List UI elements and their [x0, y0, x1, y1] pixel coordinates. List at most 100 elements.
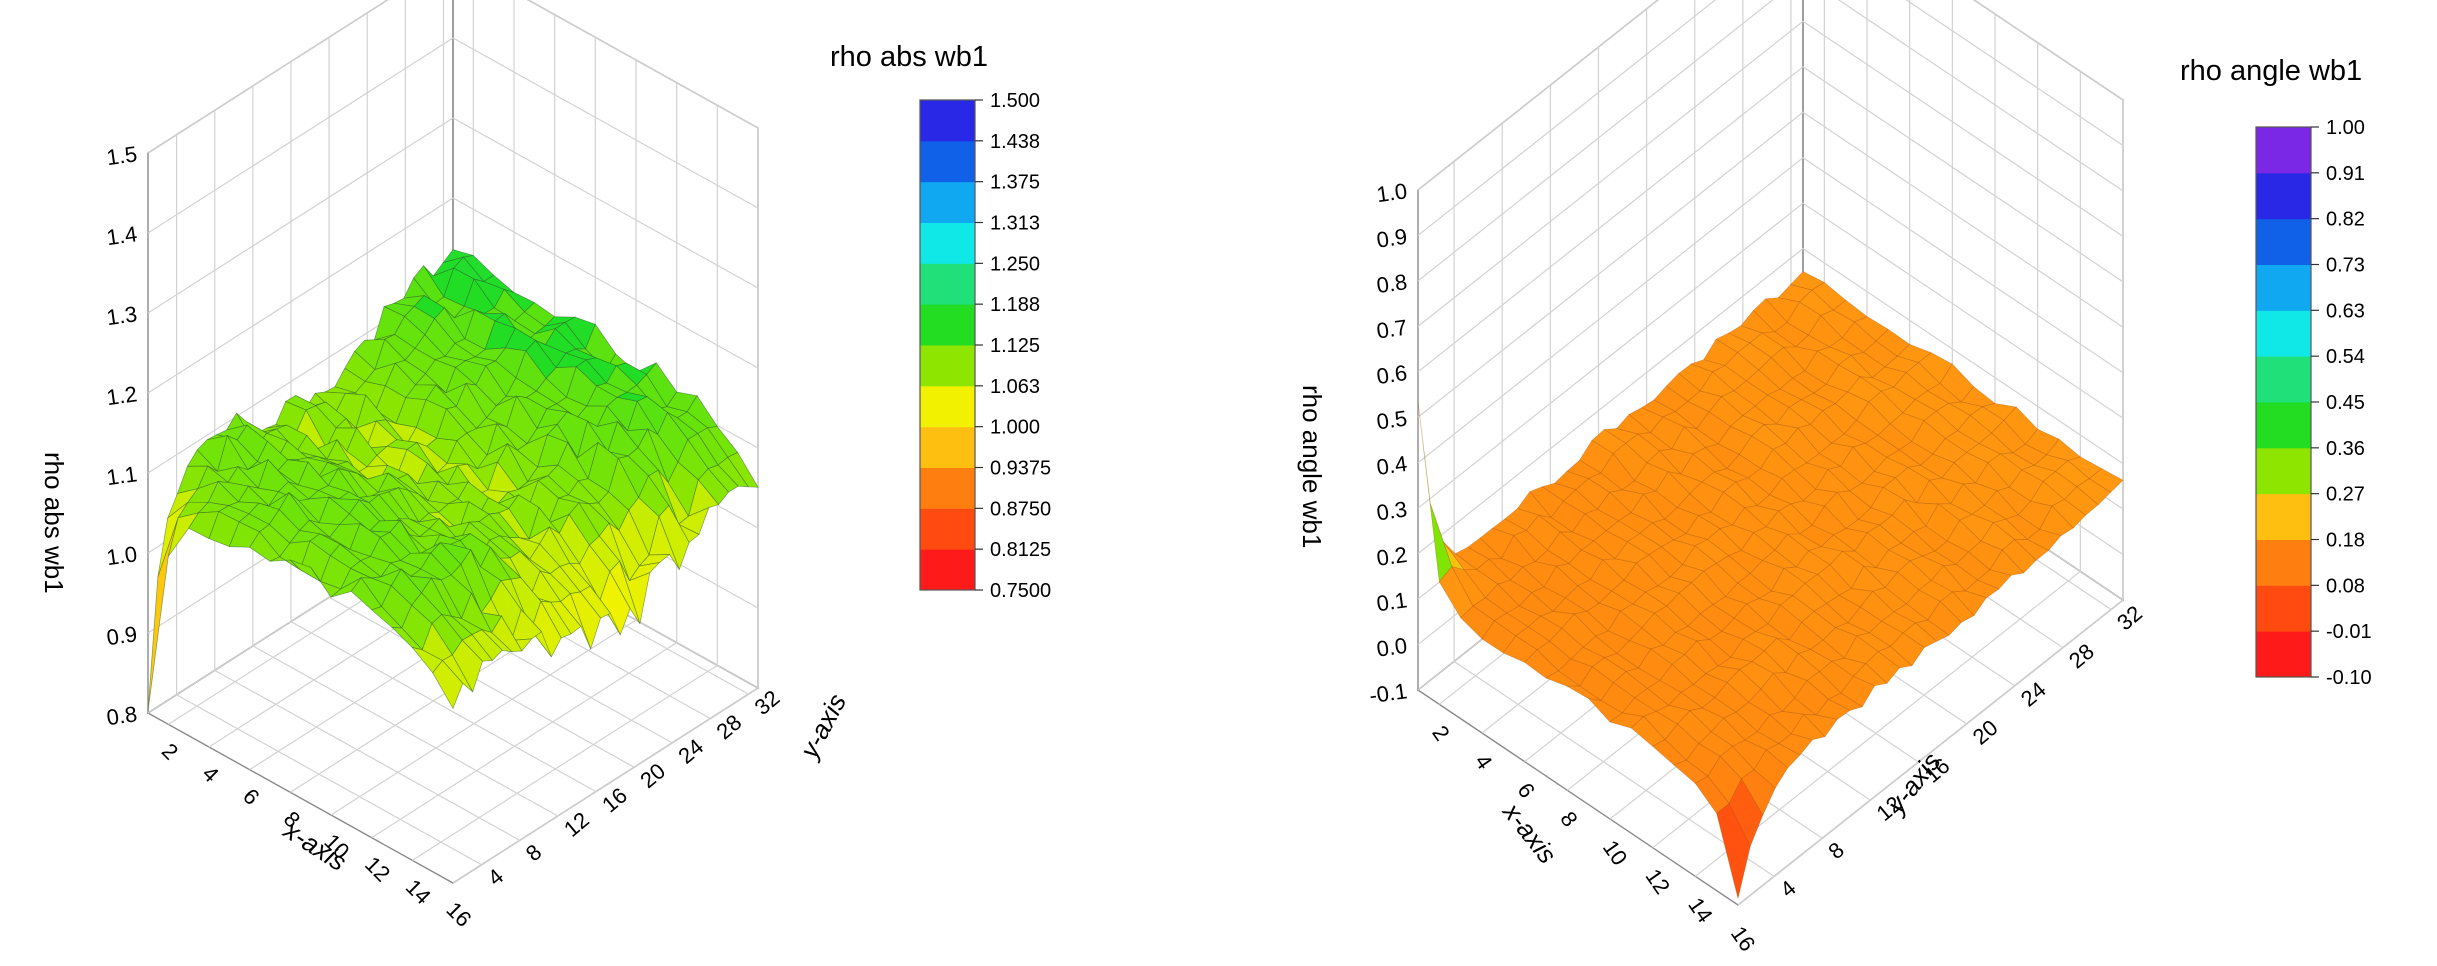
x-tick-label: 10 — [1598, 836, 1633, 870]
x-tick-label: 6 — [1513, 778, 1541, 802]
surface-cell — [1877, 646, 1913, 669]
grid-line-x — [412, 105, 718, 861]
z-tick-label: 1.0 — [105, 541, 139, 570]
colorbar-band — [920, 508, 975, 550]
colorbar-band — [2256, 631, 2311, 678]
chart-rho-abs: 246810121416481216202428320.80.91.01.11.… — [39, 0, 1051, 932]
surface-cell — [2013, 539, 2050, 561]
surface-cell — [1902, 622, 1938, 649]
z-tick-label: 1.5 — [105, 141, 139, 170]
x-tick-label: 8 — [1555, 807, 1583, 831]
surface-mesh — [147, 249, 759, 712]
surface-cell — [1976, 569, 2012, 590]
surface-cell — [1840, 675, 1876, 708]
colorbar-label: 1.250 — [990, 253, 1040, 275]
colorbar-label: 1.313 — [990, 213, 1040, 235]
colorbar-label: 0.08 — [2326, 575, 2365, 597]
surface-cell — [1716, 802, 1751, 899]
colorbar-band — [920, 304, 975, 346]
grid-line-x — [452, 128, 759, 884]
colorbar-band — [2256, 402, 2311, 449]
x-tick-label: 14 — [1683, 893, 1718, 927]
z-tick-label: 1.4 — [105, 221, 139, 250]
y-tick-label: 4 — [483, 864, 508, 891]
colorbar-label: 1.438 — [990, 131, 1040, 153]
grid-line-z — [1417, 156, 2124, 464]
surface-cell — [1728, 778, 1764, 847]
y-tick-label: 20 — [1968, 715, 2003, 750]
x-tick-label: 2 — [1427, 721, 1455, 745]
z-tick-label: 0.7 — [1375, 315, 1409, 344]
colorbar: 0.7500 0.8125 0.8750 0.9375 1.000 1.063 1.125 1… — [919, 90, 1051, 602]
surface-cell — [2026, 529, 2062, 551]
colorbar-band — [920, 222, 975, 264]
grid-line-z — [1417, 247, 2124, 555]
surface-mesh — [1417, 271, 2124, 899]
x-axis-label: x-axis — [1496, 796, 1563, 870]
grid-line-x — [1737, 100, 2124, 906]
z-tick-label: 0.8 — [105, 701, 139, 730]
grid-line-y — [252, 85, 559, 817]
grid-line-z — [1417, 20, 2124, 327]
grid-line-y — [1453, 161, 1775, 877]
surface-cell — [1865, 651, 1900, 684]
colorbar-label: 1.188 — [990, 294, 1040, 316]
grid-line-y — [175, 134, 482, 866]
colorbar-band — [920, 467, 975, 509]
colorbar-label: 0.73 — [2326, 255, 2365, 277]
grid-line-z — [1417, 66, 2124, 373]
colorbar-label: 1.375 — [990, 172, 1040, 194]
z-tick-label: 1.2 — [105, 381, 139, 410]
y-tick-label: 28 — [2064, 639, 2099, 674]
x-tick-label: 2 — [157, 738, 183, 764]
z-tick-label: 1.0 — [1375, 178, 1409, 207]
colorbar-band — [2256, 310, 2311, 357]
x-tick-label: 12 — [360, 852, 395, 887]
colorbar-label: 0.91 — [2326, 163, 2365, 185]
x-tick-label: 16 — [1726, 922, 1761, 956]
grid-line-z — [1417, 0, 2124, 236]
y-axis-label: y-axis — [793, 689, 852, 765]
colorbar-band — [920, 263, 975, 305]
colorbar-label: -0.01 — [2326, 621, 2372, 643]
colorbar-band — [2256, 539, 2311, 586]
colorbar-label: 0.36 — [2326, 438, 2365, 460]
colorbar-label: 0.54 — [2326, 346, 2365, 368]
colorbar-label: 0.7500 — [990, 580, 1051, 602]
surface-cell — [1802, 713, 1839, 738]
grid-line-z — [147, 117, 759, 314]
surface-cell — [1741, 769, 1776, 816]
chart-rho-angle: 24681012141648121620242832-0.10.00.10.20… — [1297, 0, 2372, 956]
colorbar-label: 0.18 — [2326, 530, 2365, 552]
z-tick-label: 0.8 — [1375, 269, 1409, 298]
z-tick-label: 0.4 — [1375, 451, 1409, 480]
grid-line-z — [1417, 0, 2124, 191]
surface-cell — [1827, 692, 1864, 711]
colorbar-band — [920, 181, 975, 223]
grid-line-z — [1417, 111, 2124, 418]
z-axis-label: rho angle wb1 — [1297, 385, 1327, 548]
colorbar-label: -0.10 — [2326, 667, 2372, 689]
z-tick-label: 0.3 — [1375, 496, 1409, 525]
colorbar-band — [920, 100, 975, 142]
grid-line-z — [147, 37, 759, 234]
y-tick-label: 4 — [1775, 875, 1800, 902]
x-tick-label: 16 — [441, 897, 476, 932]
colorbar-label: 1.063 — [990, 376, 1040, 398]
z-tick-label: 1.1 — [105, 461, 139, 490]
z-tick-label: 0.2 — [1375, 542, 1409, 571]
chart-title: rho abs wb1 — [830, 41, 988, 73]
z-tick-label: 0.1 — [1375, 587, 1409, 616]
colorbar-band — [920, 345, 975, 387]
surface-cell — [1964, 579, 2000, 599]
grid-line-z — [1417, 202, 2124, 509]
colorbar-band — [2256, 127, 2311, 174]
colorbar-label: 0.45 — [2326, 392, 2365, 414]
x-tick-label: 12 — [1641, 864, 1676, 898]
z-tick-label: 0.0 — [1375, 633, 1409, 662]
surface-cell — [432, 659, 464, 710]
surface-cell — [1815, 698, 1851, 720]
colorbar-label: 0.63 — [2326, 300, 2365, 322]
colorbar-label: 0.27 — [2326, 484, 2365, 506]
colorbar-band — [2256, 447, 2311, 495]
